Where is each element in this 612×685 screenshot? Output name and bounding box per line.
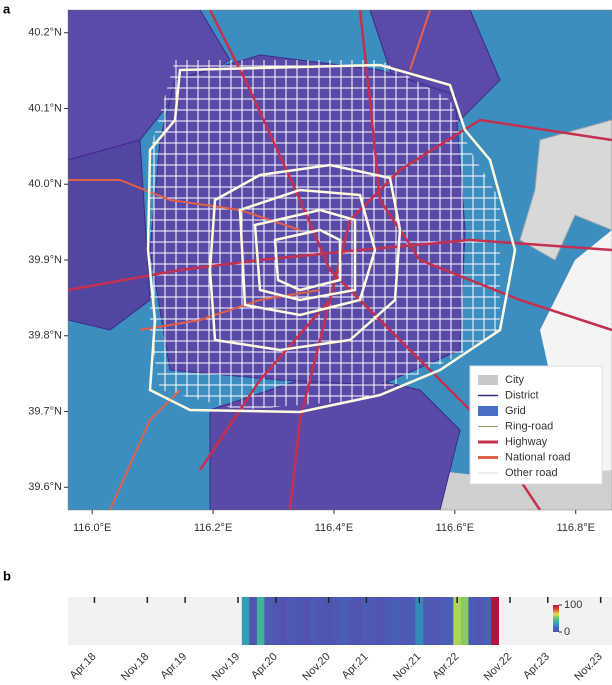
legend-label: Highway xyxy=(505,436,548,448)
y-tick-label: 40.1°N xyxy=(28,102,62,114)
x-tick-label: Apr.23 xyxy=(521,651,552,682)
legend-box xyxy=(469,365,603,485)
y-tick-label: 39.7°N xyxy=(28,405,62,417)
district xyxy=(68,139,151,331)
ring-roads xyxy=(146,63,517,414)
strip-cell xyxy=(347,597,356,645)
y-tick-label: 40.0°N xyxy=(28,178,62,190)
strip-cell xyxy=(385,597,394,645)
legend-label: District xyxy=(505,389,539,401)
strip-cell xyxy=(340,597,348,645)
x-tick-label: Nov.19 xyxy=(210,651,243,684)
city-area xyxy=(519,119,612,261)
y-tick-label: 39.8°N xyxy=(28,330,62,342)
strip-cell xyxy=(423,597,431,645)
x-tick-label: Nov.23 xyxy=(572,651,605,684)
x-tick-label: Apr.21 xyxy=(340,651,371,682)
strip-cell xyxy=(362,597,371,645)
strip-cell xyxy=(294,597,303,645)
strip-cell xyxy=(438,597,447,645)
panel-label: b xyxy=(3,568,11,583)
strip-cell xyxy=(317,597,326,645)
x-tick-label: Apr.20 xyxy=(249,651,280,682)
x-tick-label: 116.6°E xyxy=(436,522,474,534)
strip-cell xyxy=(460,597,469,645)
y-tick-label: 39.6°N xyxy=(28,481,62,493)
x-tick-label: 116.8°E xyxy=(557,522,595,534)
x-tick-label: Nov.22 xyxy=(482,651,515,684)
legend-label: National road xyxy=(505,451,570,463)
strip-cell xyxy=(408,597,416,645)
strip-cell xyxy=(324,597,333,645)
legend-label: Grid xyxy=(505,405,526,417)
strip-cell xyxy=(355,597,363,645)
strip-cell xyxy=(309,597,318,645)
x-tick-label: Apr.19 xyxy=(158,651,189,682)
strip-cell xyxy=(249,597,258,645)
strip-cell xyxy=(476,597,484,645)
strip-cell xyxy=(370,597,379,645)
strip-cell xyxy=(445,597,454,645)
strip-cell xyxy=(377,597,386,645)
strip-cell xyxy=(415,597,424,645)
strip-cell xyxy=(279,597,288,645)
x-tick-label: 116.2°E xyxy=(194,522,232,534)
strip-cell xyxy=(392,597,401,645)
strip-cell xyxy=(400,597,409,645)
strip-cell xyxy=(332,597,341,645)
strip-cell xyxy=(256,597,265,645)
strip-cell xyxy=(272,597,280,645)
strip-cell xyxy=(468,597,477,645)
strip-cell xyxy=(453,597,462,645)
strip-cell xyxy=(264,597,273,645)
x-tick-label: Nov.20 xyxy=(300,651,333,684)
colorbar xyxy=(553,605,559,632)
x-tick-label: Nov.18 xyxy=(119,651,152,684)
strip-cell xyxy=(302,597,311,645)
legend-swatch xyxy=(478,406,498,416)
x-tick-label: Apr.22 xyxy=(430,651,461,682)
x-tick-label: 116.4°E xyxy=(315,522,353,534)
strip-cell xyxy=(491,597,499,645)
grid xyxy=(150,60,500,410)
x-tick-label: Apr.18 xyxy=(68,651,99,682)
y-tick-label: 39.9°N xyxy=(28,254,62,266)
legend-label: Ring-road xyxy=(505,420,553,432)
strip-cell xyxy=(483,597,492,645)
x-tick-label: Nov.21 xyxy=(391,651,424,684)
legend-label: Other road xyxy=(505,467,558,479)
panel-label: a xyxy=(3,1,11,16)
legend-swatch xyxy=(478,375,498,385)
colorbar-label: 0 xyxy=(564,626,570,638)
strip-cell xyxy=(430,597,439,645)
y-tick-label: 40.2°N xyxy=(28,27,62,39)
strip-cell xyxy=(241,597,250,645)
legend: City District Grid Ring-road Highway National… xyxy=(469,365,603,485)
strip-cell xyxy=(287,597,295,645)
colorbar-label: 100 xyxy=(564,599,582,611)
legend-label: City xyxy=(505,374,524,386)
x-tick-label: 116.0°E xyxy=(73,522,111,534)
